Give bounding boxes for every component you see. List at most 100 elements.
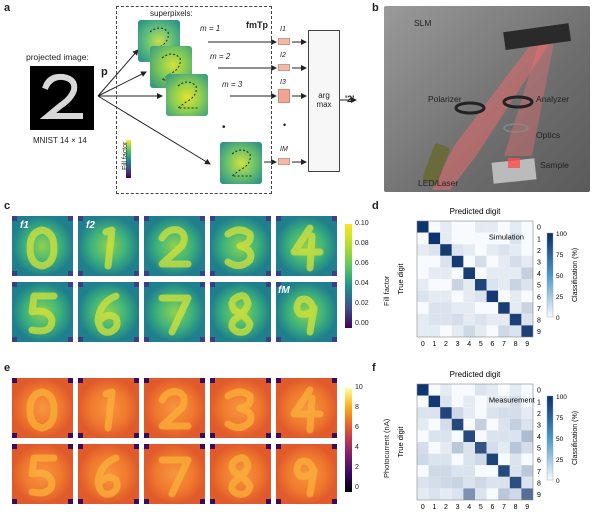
- heatmap-cell: [451, 279, 464, 291]
- heatmap-cell: [521, 430, 533, 442]
- heatmap-cell: [475, 453, 487, 466]
- I2-label: I2: [280, 52, 286, 59]
- fill-factor-colorbar-label: Fill factor: [382, 275, 391, 306]
- photocurrent-tile-7: [144, 444, 205, 504]
- y-tick-label: 0: [537, 388, 541, 395]
- heatmap-cell: [509, 465, 522, 477]
- x-tick-label: 9: [525, 341, 529, 348]
- heatmap-cell: [498, 418, 510, 431]
- heatmap-cell: [521, 465, 533, 477]
- heatmap-cell: [475, 418, 487, 431]
- heatmap-cell: [440, 407, 452, 419]
- heatmap-cell: [440, 279, 452, 291]
- heatmap-cell: [498, 255, 510, 268]
- source-label: LED/Laser: [418, 178, 459, 188]
- heatmap-cell: [440, 255, 452, 268]
- heatmap-cell: [463, 430, 475, 442]
- colorbar-tick: 0.06: [355, 260, 369, 267]
- heatmap-cell: [509, 290, 522, 303]
- heatmap-cell: [486, 325, 499, 337]
- mnist-label: MNIST 14 × 14: [33, 136, 87, 145]
- heatmap-cell: [451, 453, 464, 466]
- heatmap-cell: [463, 465, 475, 477]
- heatmap-cell: [417, 290, 429, 303]
- heatmap-cell: [417, 465, 429, 477]
- polarizer-label: Polarizer: [428, 94, 462, 104]
- x-tick-label: 3: [456, 341, 460, 348]
- heatmap-cell: [417, 442, 429, 454]
- superpixel-m3: [166, 74, 208, 116]
- heatmap-cell: [498, 430, 510, 442]
- x-tick-label: 2: [444, 504, 448, 511]
- heatmap-cell: [498, 384, 510, 396]
- heatmap-cell: [417, 476, 429, 489]
- y-tick-label: 0: [537, 225, 541, 232]
- heatmap-cell: [463, 384, 475, 396]
- heatmap-cell: [498, 325, 510, 337]
- heatmap-cell: [521, 418, 533, 431]
- heatmap-cell: [475, 488, 487, 500]
- heatmap-cell: [521, 302, 533, 314]
- heatmap-cell: [428, 325, 441, 337]
- projected-image-label: projected image:: [26, 52, 89, 62]
- m1-label: m = 1: [200, 24, 221, 33]
- y-tick-label: 2: [537, 248, 541, 255]
- heatmap-cell: [521, 255, 533, 268]
- x-tick-label: 7: [502, 341, 506, 348]
- heatmap-cell: [486, 430, 499, 442]
- heatmap-ylabel: True digit: [396, 263, 405, 295]
- heatmap-cell: [463, 488, 475, 500]
- heatmap-cell: [417, 325, 429, 337]
- heatmap-cell: [417, 221, 429, 233]
- slm-device: [503, 23, 572, 51]
- x-tick-label: 8: [514, 504, 518, 511]
- heatmap-cell: [463, 453, 475, 466]
- heatmap-cell: [486, 407, 499, 419]
- heatmap-cell: [475, 465, 487, 477]
- heatmap-cell: [463, 232, 475, 245]
- y-tick-label: 6: [537, 457, 541, 464]
- heatmap-cell: [498, 279, 510, 291]
- heatmap-cell: [521, 267, 533, 279]
- photocurrent-colorbar: [345, 388, 352, 492]
- heatmap-cell: [440, 290, 452, 303]
- photocurrent-tile-5: [12, 444, 73, 504]
- slm-label: SLM: [414, 18, 432, 28]
- superpixel-mM: [220, 142, 262, 184]
- heatmap-cell: [509, 453, 522, 466]
- heatmap-cell: [428, 476, 441, 489]
- heatmap-cell: [486, 465, 499, 477]
- heatmap-cell: [475, 302, 487, 314]
- heatmap-cell: [428, 407, 441, 419]
- x-tick-label: 8: [514, 341, 518, 348]
- heatmap-cell: [463, 476, 475, 489]
- heatmap-cell: [509, 418, 522, 431]
- x-tick-label: 4: [467, 341, 471, 348]
- I3-label: I3: [280, 79, 286, 86]
- classification-colorbar: [546, 395, 554, 481]
- colorbar-tick: 75: [556, 415, 564, 422]
- y-tick-label: 3: [537, 423, 541, 430]
- fill-factor-tile-4: [276, 216, 337, 276]
- heatmap-cell: [440, 476, 452, 489]
- heatmap-cell: [486, 244, 499, 256]
- heatmap-cell: [463, 244, 475, 256]
- heatmap-cell: [417, 313, 429, 326]
- heatmap-cell: [509, 488, 522, 500]
- heatmap-cell: [451, 488, 464, 500]
- heatmap-cell: [521, 325, 533, 337]
- heatmap-cell: [475, 290, 487, 303]
- heatmap-cell: [498, 442, 510, 454]
- argmax-label: arg max: [316, 91, 332, 109]
- photocurrent-tile-9: [276, 444, 337, 504]
- heatmap-cell: [451, 313, 464, 326]
- I2-box: [278, 64, 290, 71]
- m3-label: m = 3: [222, 80, 243, 89]
- heatmap-cell: [521, 279, 533, 291]
- heatmap-cell: [475, 407, 487, 419]
- heatmap-cell: [509, 279, 522, 291]
- heatmap-cell: [498, 302, 510, 314]
- heatmap-cell: [509, 232, 522, 245]
- heatmap-cell: [475, 476, 487, 489]
- heatmap-cell: [451, 255, 464, 268]
